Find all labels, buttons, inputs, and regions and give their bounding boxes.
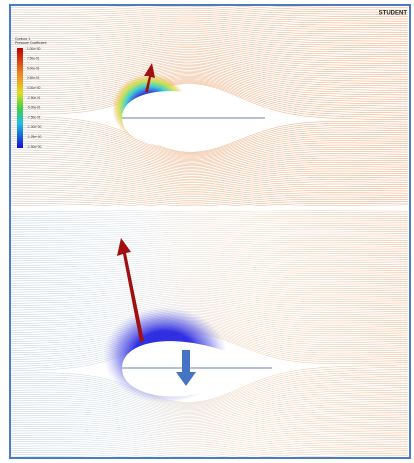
legend-label: 1.00e+00 — [27, 47, 41, 51]
legend-label: -1.50e+00 — [27, 145, 42, 149]
legend-label: 0.00e+00 — [27, 86, 41, 90]
legend-label: -5.00e-01 — [27, 106, 41, 110]
legend-label: 5.00e-01 — [27, 66, 40, 70]
legend-label: -7.50e-01 — [27, 115, 41, 119]
legend-subtitle: Pressure Coefficient — [15, 41, 46, 45]
badge: STUDENT — [379, 11, 408, 17]
streamline — [0, 0, 408, 1]
legend-label: -1.25e+00 — [27, 135, 42, 139]
cfd-screenshot: STUDENT Contour 1 Pressure Coefficient 1… — [0, 0, 414, 463]
legend-label: -1.00e+00 — [27, 125, 42, 129]
page: STUDENT Contour 1 Pressure Coefficient 1… — [0, 0, 414, 463]
streamline — [0, 0, 408, 3]
colorbar — [17, 48, 23, 148]
legend-label: 2.50e-01 — [27, 76, 40, 80]
legend-label: 7.50e-01 — [27, 57, 40, 61]
legend-label: -2.50e-01 — [27, 96, 41, 100]
